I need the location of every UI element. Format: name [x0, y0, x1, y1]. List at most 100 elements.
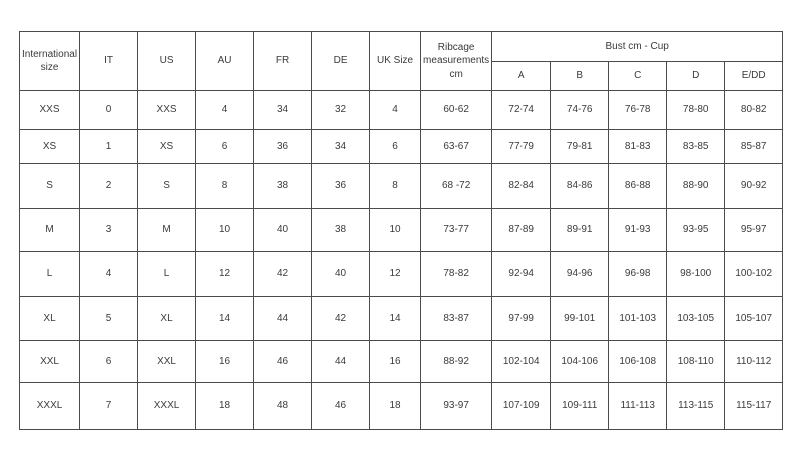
table-cell: 113-115	[666, 382, 726, 430]
table-cell: 96-98	[608, 251, 668, 297]
table-cell: 90-92	[724, 163, 784, 209]
table-cell: 81-83	[608, 129, 668, 164]
table-cell: 4	[79, 251, 139, 297]
table-cell: 102-104	[491, 340, 552, 383]
table-cell: 72-74	[491, 90, 552, 130]
international-size-cell: S	[18, 163, 81, 209]
table-cell: 78-80	[666, 90, 726, 130]
table-cell: 93-97	[420, 382, 493, 430]
international-size-cell: XXS	[18, 90, 81, 130]
table-cell: 84-86	[550, 163, 610, 209]
table-cell: 108-110	[666, 340, 726, 383]
size-table-body: XXS 0 XXS 4 34 32 4 60-62 72-74 74-76 76-78 78-80 80…	[18, 90, 784, 430]
table-cell: 99-101	[550, 296, 610, 341]
table-cell: 48	[253, 382, 313, 430]
table-cell: 18	[369, 382, 422, 430]
table-cell: 4	[369, 90, 422, 130]
table-cell: 76-78	[608, 90, 668, 130]
col-header-au: AU	[195, 31, 255, 91]
col-header-us: US	[137, 31, 197, 91]
table-cell: 46	[311, 382, 371, 430]
table-cell: 85-87	[724, 129, 784, 164]
international-size-cell: L	[18, 251, 81, 297]
table-row: XS 1 XS 6 36 34 6 63-67 77-79 79-81 81-83 83-85 85-8…	[18, 129, 784, 164]
table-cell: 12	[195, 251, 255, 297]
table-cell: 44	[253, 296, 313, 341]
table-cell: XXL	[137, 340, 197, 383]
col-header-it: IT	[79, 31, 139, 91]
table-cell: 107-109	[491, 382, 552, 430]
table-cell: 101-103	[608, 296, 668, 341]
table-row: S 2 S 8 38 36 8 68 -72 82-84 84-86 86-88 88-90 90-92	[18, 163, 784, 209]
table-cell: 73-77	[420, 208, 493, 252]
table-cell: 0	[79, 90, 139, 130]
table-cell: 44	[311, 340, 371, 383]
table-cell: 106-108	[608, 340, 668, 383]
table-cell: 68 -72	[420, 163, 493, 209]
table-cell: XL	[137, 296, 197, 341]
table-cell: L	[137, 251, 197, 297]
table-cell: 8	[195, 163, 255, 209]
table-cell: XS	[137, 129, 197, 164]
table-row: XXS 0 XXS 4 34 32 4 60-62 72-74 74-76 76-78 78-80 80…	[18, 90, 784, 130]
col-header-international-size: International size	[18, 31, 81, 91]
table-cell: 89-91	[550, 208, 610, 252]
table-cell: 109-111	[550, 382, 610, 430]
table-cell: S	[137, 163, 197, 209]
table-cell: 82-84	[491, 163, 552, 209]
table-cell: 16	[195, 340, 255, 383]
table-cell: 88-90	[666, 163, 726, 209]
table-cell: 42	[311, 296, 371, 341]
table-cell: 74-76	[550, 90, 610, 130]
table-cell: 115-117	[724, 382, 784, 430]
table-cell: 16	[369, 340, 422, 383]
table-row: XXXL 7 XXXL 18 48 46 18 93-97 107-109 109-111 111-…	[18, 382, 784, 430]
table-cell: 18	[195, 382, 255, 430]
table-cell: 78-82	[420, 251, 493, 297]
table-cell: 40	[253, 208, 313, 252]
table-cell: M	[137, 208, 197, 252]
table-cell: XXXL	[137, 382, 197, 430]
table-cell: 12	[369, 251, 422, 297]
table-cell: 95-97	[724, 208, 784, 252]
table-cell: 93-95	[666, 208, 726, 252]
table-row: XL 5 XL 14 44 42 14 83-87 97-99 99-101 101-103 103-…	[18, 296, 784, 341]
table-cell: 46	[253, 340, 313, 383]
table-cell: 77-79	[491, 129, 552, 164]
table-cell: 34	[311, 129, 371, 164]
col-header-ribcage: Ribcage measurements cm	[420, 31, 493, 91]
table-cell: 83-87	[420, 296, 493, 341]
table-header: International size IT US AU FR DE UK Siz…	[18, 31, 784, 91]
table-cell: 6	[195, 129, 255, 164]
international-size-cell: XXXL	[18, 382, 81, 430]
table-cell: 10	[369, 208, 422, 252]
table-cell: 97-99	[491, 296, 552, 341]
table-cell: 80-82	[724, 90, 784, 130]
table-cell: 94-96	[550, 251, 610, 297]
table-cell: 91-93	[608, 208, 668, 252]
table-cell: 3	[79, 208, 139, 252]
table-cell: 38	[311, 208, 371, 252]
table-cell: 105-107	[724, 296, 784, 341]
table-row: M 3 M 10 40 38 10 73-77 87-89 89-91 91-93 93-95 95-9…	[18, 208, 784, 252]
table-cell: 6	[369, 129, 422, 164]
international-size-cell: XL	[18, 296, 81, 341]
table-cell: 14	[195, 296, 255, 341]
table-cell: 88-92	[420, 340, 493, 383]
col-header-cup-c: C	[608, 61, 668, 91]
international-size-cell: XS	[18, 129, 81, 164]
table-cell: 2	[79, 163, 139, 209]
table-cell: 32	[311, 90, 371, 130]
col-header-bust-cup-group: Bust cm - Cup	[491, 31, 784, 62]
table-cell: 79-81	[550, 129, 610, 164]
table-cell: 5	[79, 296, 139, 341]
table-cell: 40	[311, 251, 371, 297]
table-cell: 6	[79, 340, 139, 383]
international-size-cell: XXL	[18, 340, 81, 383]
col-header-cup-b: B	[550, 61, 610, 91]
table-cell: 14	[369, 296, 422, 341]
table-cell: 4	[195, 90, 255, 130]
header-row-top: International size IT US AU FR DE UK Siz…	[18, 31, 784, 91]
table-cell: 104-106	[550, 340, 610, 383]
col-header-cup-d: D	[666, 61, 726, 91]
